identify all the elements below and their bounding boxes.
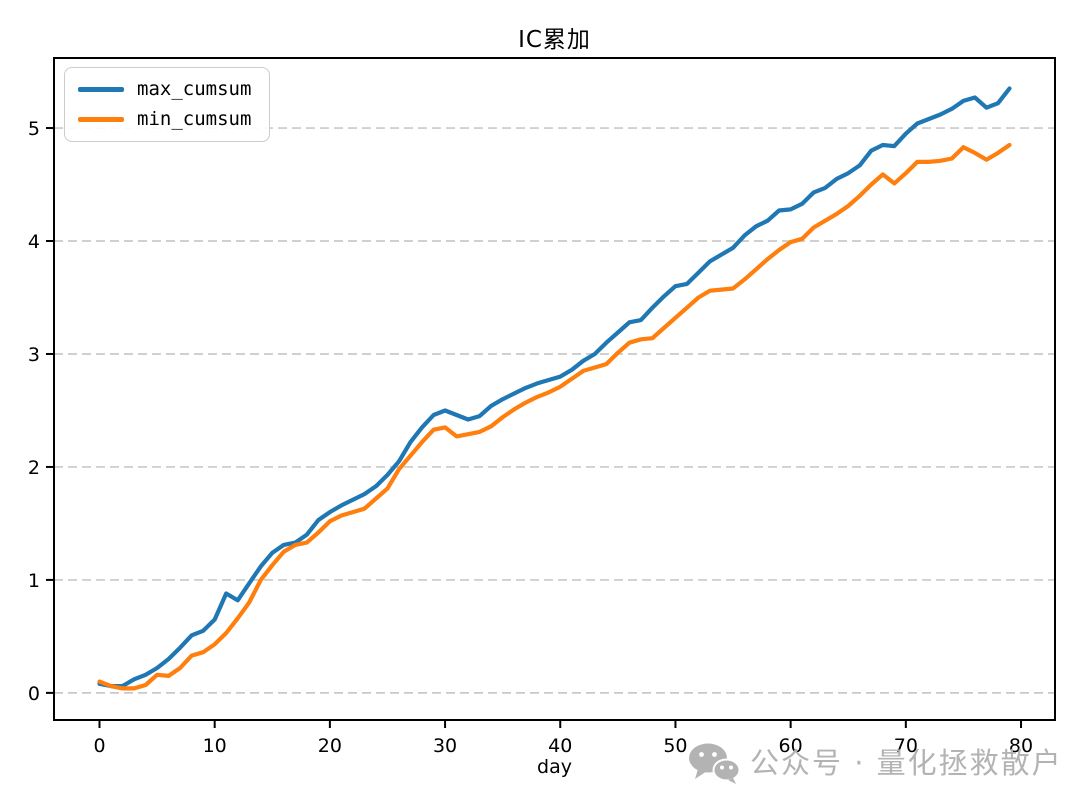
x-tick-label-0: 0 <box>93 735 105 757</box>
x-tick-label-30: 30 <box>433 735 457 757</box>
wechat-icon <box>689 743 740 784</box>
chart-title: IC累加 <box>518 27 591 53</box>
legend-line-sample-max <box>78 87 124 92</box>
legend-label-min: min_cumsum <box>137 108 252 130</box>
y-tick-label-2: 2 <box>28 457 40 479</box>
watermark-text: 公众号 · 量化拯救散户 <box>750 745 1063 780</box>
line-max_cumsum <box>97 86 1012 689</box>
y-tick-label-3: 3 <box>28 344 40 366</box>
y-tick-label-0: 0 <box>28 683 40 705</box>
x-tick-label-70: 70 <box>894 735 918 757</box>
legend-line-sample-min <box>78 117 124 122</box>
x-axis-label: day <box>537 756 572 778</box>
legend-item-min-cumsum: min_cumsum <box>78 110 251 129</box>
y-tick-label-5: 5 <box>28 118 40 140</box>
legend: max_cumsum min_cumsum <box>64 67 271 142</box>
legend-label-max: max_cumsum <box>137 78 252 100</box>
legend-item-max-cumsum: max_cumsum <box>78 80 251 99</box>
y-tick-label-1: 1 <box>28 570 40 592</box>
watermark: 公众号 · 量化拯救散户 <box>688 742 1063 784</box>
y-tick-label-4: 4 <box>28 231 40 253</box>
x-tick-label-50: 50 <box>663 735 687 757</box>
x-tick-label-20: 20 <box>318 735 342 757</box>
x-tick-label-40: 40 <box>548 735 572 757</box>
plot-spines <box>53 57 1056 721</box>
x-tick-label-80: 80 <box>1009 735 1033 757</box>
line-min_cumsum <box>97 142 1012 691</box>
x-tick-label-10: 10 <box>203 735 227 757</box>
x-tick-label-60: 60 <box>779 735 803 757</box>
